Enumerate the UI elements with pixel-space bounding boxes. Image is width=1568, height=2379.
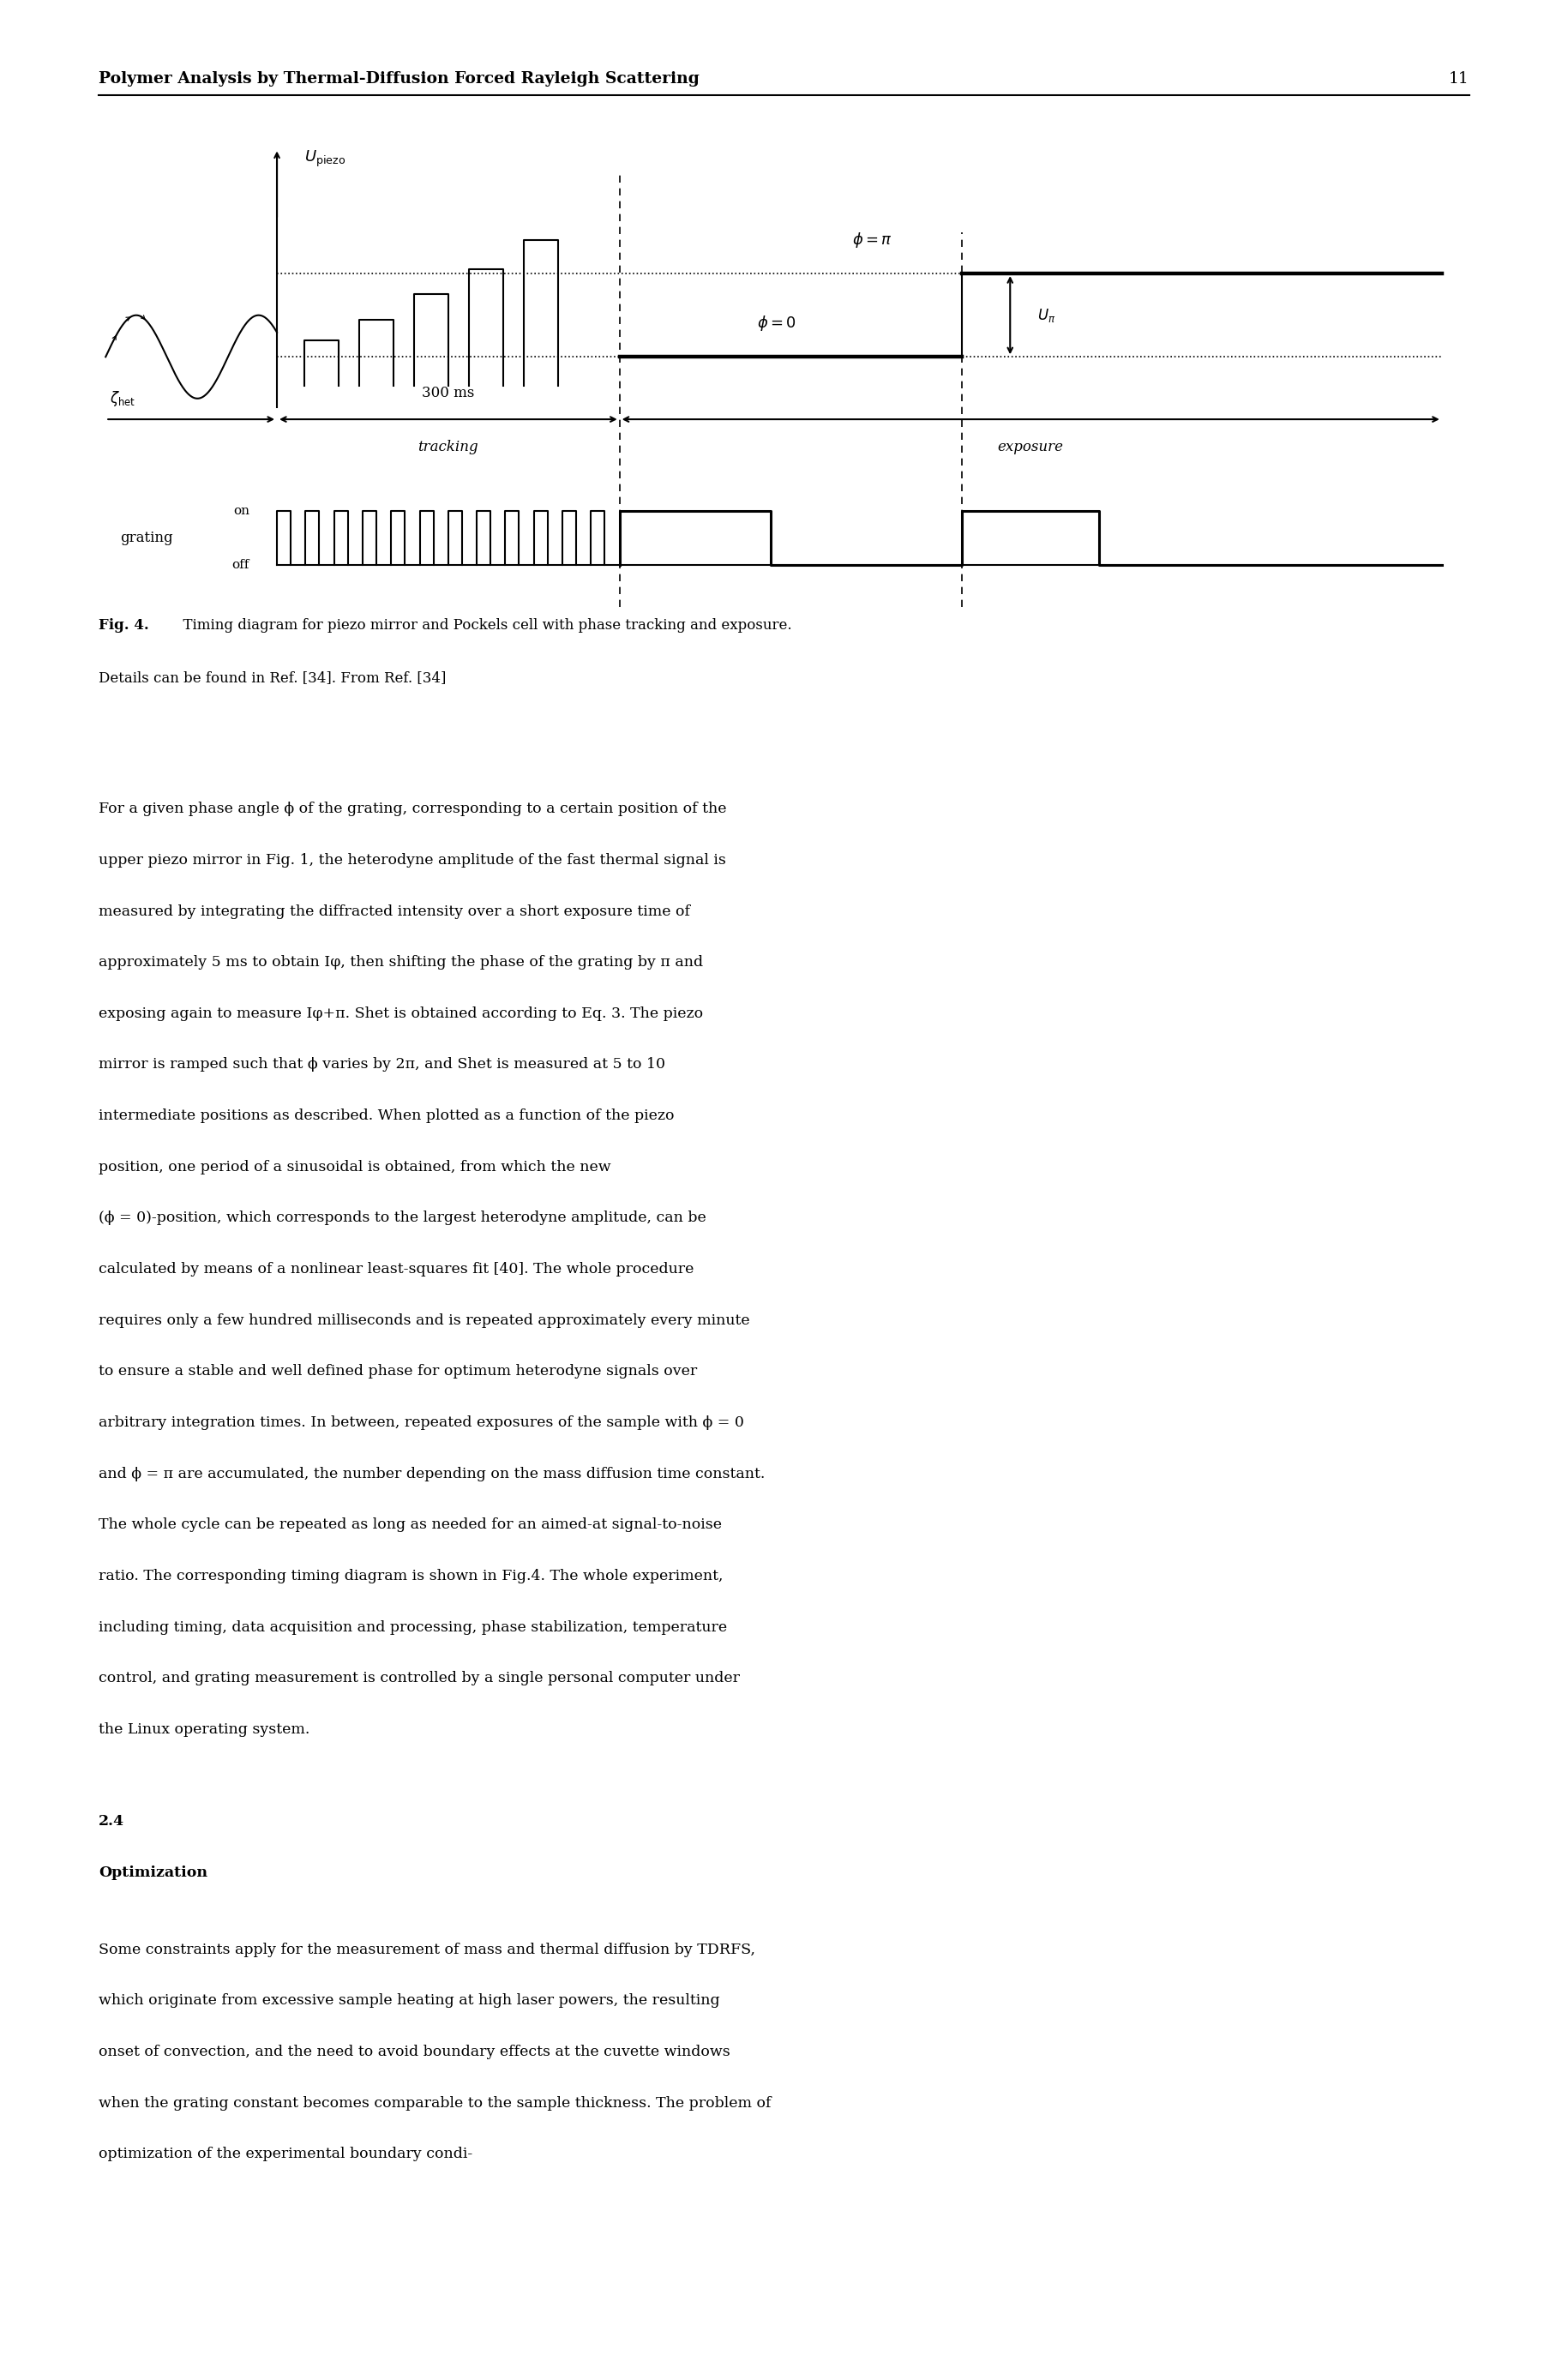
Text: ratio. The corresponding timing diagram is shown in Fig.4. The whole experiment,: ratio. The corresponding timing diagram … [99, 1570, 723, 1584]
Text: Details can be found in Ref. [34]. From Ref. [34]: Details can be found in Ref. [34]. From … [99, 671, 447, 685]
Text: grating: grating [121, 531, 172, 545]
Text: optimization of the experimental boundary condi-: optimization of the experimental boundar… [99, 2146, 474, 2163]
Text: Some constraints apply for the measurement of mass and thermal diffusion by TDRF: Some constraints apply for the measureme… [99, 1941, 756, 1958]
Text: $U_{\pi}$: $U_{\pi}$ [1038, 307, 1055, 324]
Text: the Linux operating system.: the Linux operating system. [99, 1722, 310, 1737]
Text: arbitrary integration times. In between, repeated exposures of the sample with ϕ: arbitrary integration times. In between,… [99, 1416, 745, 1430]
Text: 300 ms: 300 ms [422, 385, 475, 400]
Text: which originate from excessive sample heating at high laser powers, the resultin: which originate from excessive sample he… [99, 1994, 720, 2008]
Text: Fig. 4.: Fig. 4. [99, 619, 149, 633]
Text: $\phi = 0$: $\phi = 0$ [757, 314, 797, 333]
Text: onset of convection, and the need to avoid boundary effects at the cuvette windo: onset of convection, and the need to avo… [99, 2044, 731, 2060]
Text: For a given phase angle ϕ of the grating, corresponding to a certain position of: For a given phase angle ϕ of the grating… [99, 802, 726, 816]
Text: The whole cycle can be repeated as long as needed for an aimed-at signal-to-nois: The whole cycle can be repeated as long … [99, 1518, 721, 1532]
Text: intermediate positions as described. When plotted as a function of the piezo: intermediate positions as described. Whe… [99, 1109, 674, 1123]
Text: including timing, data acquisition and processing, phase stabilization, temperat: including timing, data acquisition and p… [99, 1620, 728, 1634]
Text: 11: 11 [1449, 71, 1469, 86]
Text: when the grating constant becomes comparable to the sample thickness. The proble: when the grating constant becomes compar… [99, 2096, 771, 2110]
Text: $U_{\rm piezo}$: $U_{\rm piezo}$ [304, 147, 345, 169]
Text: mirror is ramped such that ϕ varies by 2π, and Shet is measured at 5 to 10: mirror is ramped such that ϕ varies by 2… [99, 1056, 665, 1073]
Text: requires only a few hundred milliseconds and is repeated approximately every min: requires only a few hundred milliseconds… [99, 1313, 750, 1327]
Text: measured by integrating the diffracted intensity over a short exposure time of: measured by integrating the diffracted i… [99, 904, 690, 918]
Text: and ϕ = π are accumulated, the number depending on the mass diffusion time const: and ϕ = π are accumulated, the number de… [99, 1465, 765, 1482]
Text: Optimization: Optimization [99, 1865, 207, 1879]
Text: exposure: exposure [997, 440, 1063, 454]
Text: on: on [234, 504, 249, 516]
Text: off: off [232, 559, 249, 571]
Text: tracking: tracking [419, 440, 478, 454]
Text: Polymer Analysis by Thermal-Diffusion Forced Rayleigh Scattering: Polymer Analysis by Thermal-Diffusion Fo… [99, 71, 699, 86]
Text: position, one period of a sinusoidal is obtained, from which the new: position, one period of a sinusoidal is … [99, 1159, 612, 1175]
Text: control, and grating measurement is controlled by a single personal computer und: control, and grating measurement is cont… [99, 1670, 740, 1687]
Text: $\phi = \pi$: $\phi = \pi$ [853, 231, 892, 250]
Text: $\zeta_{\rm het}$: $\zeta_{\rm het}$ [110, 390, 135, 407]
Text: approximately 5 ms to obtain Iφ, then shifting the phase of the grating by π and: approximately 5 ms to obtain Iφ, then sh… [99, 954, 704, 971]
Text: upper piezo mirror in Fig. 1, the heterodyne amplitude of the fast thermal signa: upper piezo mirror in Fig. 1, the hetero… [99, 854, 726, 868]
Text: exposing again to measure Iφ+π. Shet is obtained according to Eq. 3. The piezo: exposing again to measure Iφ+π. Shet is … [99, 1006, 704, 1021]
Text: calculated by means of a nonlinear least-squares fit [40]. The whole procedure: calculated by means of a nonlinear least… [99, 1261, 695, 1278]
Text: (ϕ = 0)-position, which corresponds to the largest heterodyne amplitude, can be: (ϕ = 0)-position, which corresponds to t… [99, 1211, 707, 1225]
Text: to ensure a stable and well defined phase for optimum heterodyne signals over: to ensure a stable and well defined phas… [99, 1363, 698, 1380]
Text: Timing diagram for piezo mirror and Pockels cell with phase tracking and exposur: Timing diagram for piezo mirror and Pock… [174, 619, 792, 633]
Text: 2.4: 2.4 [99, 1815, 124, 1829]
